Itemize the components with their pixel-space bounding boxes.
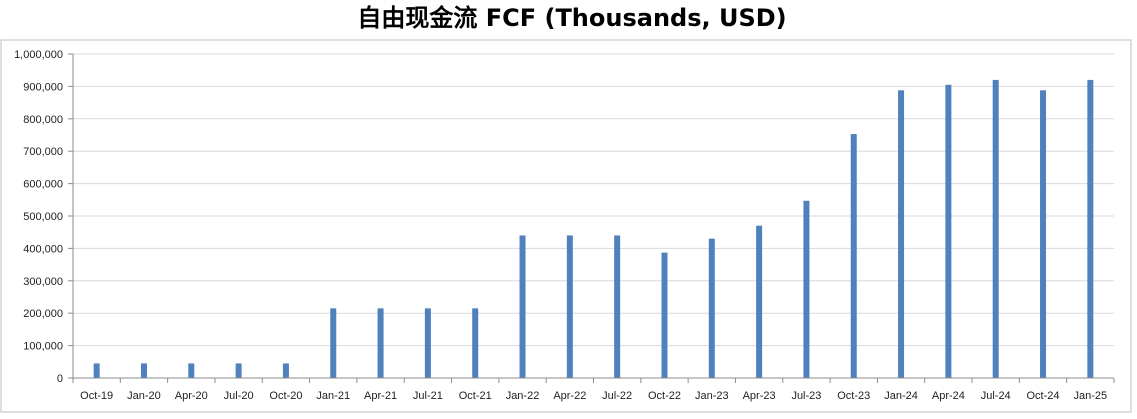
chart-title: 自由现金流 FCF (Thousands, USD) <box>357 4 786 32</box>
bar <box>1087 79 1094 379</box>
bar <box>1040 90 1047 379</box>
bar <box>945 84 952 378</box>
bar <box>756 225 763 378</box>
y-tick-label: 100,000 <box>23 341 63 353</box>
bar <box>282 363 289 378</box>
bar <box>661 252 668 378</box>
bar <box>898 90 905 379</box>
x-tick-label: Oct-20 <box>269 390 302 402</box>
x-tick-label: Jan-20 <box>127 390 161 402</box>
x-tick-label: Apr-24 <box>932 390 965 402</box>
bar <box>188 363 195 378</box>
bar <box>708 238 715 378</box>
bar <box>992 79 999 379</box>
bar <box>519 235 526 378</box>
axes <box>68 53 1115 383</box>
x-tick-label: Jan-25 <box>1074 390 1108 402</box>
x-tick-label: Jul-22 <box>602 390 632 402</box>
x-tick-label: Oct-21 <box>459 390 492 402</box>
bar <box>850 134 857 378</box>
bars <box>93 79 1094 379</box>
x-tick-label: Oct-22 <box>648 390 681 402</box>
x-tick-label: Jul-20 <box>224 390 254 402</box>
bar <box>377 308 384 378</box>
bar <box>614 235 621 378</box>
y-tick-label: 800,000 <box>23 114 63 126</box>
bar <box>566 235 573 378</box>
x-tick-label: Jan-22 <box>506 390 540 402</box>
bar <box>472 308 479 378</box>
x-tick-label: Oct-24 <box>1027 390 1060 402</box>
y-tick-label: 600,000 <box>23 179 63 191</box>
y-tick-label: 1,000,000 <box>14 49 63 61</box>
y-tick-label: 700,000 <box>23 146 63 158</box>
y-tick-label: 0 <box>57 373 63 385</box>
y-tick-label: 300,000 <box>23 276 63 288</box>
x-tick-label: Apr-21 <box>364 390 397 402</box>
bar <box>235 363 242 378</box>
y-tick-label: 400,000 <box>23 243 63 255</box>
x-tick-label: Jan-21 <box>316 390 350 402</box>
y-tick-label: 900,000 <box>23 81 63 93</box>
bar <box>93 363 100 378</box>
x-tick-label: Apr-23 <box>743 390 776 402</box>
x-tick-labels: Oct-19 Jan-20 Apr-20 Jul-20 Oct-20 Jan-21 Apr-… <box>80 390 1107 402</box>
y-tick-label: 200,000 <box>23 308 63 320</box>
plot-area-frame <box>0 39 1132 413</box>
bar <box>803 200 810 378</box>
x-tick-label: Jul-24 <box>981 390 1011 402</box>
y-tick-labels: 0 100,000 200,000 300,000 400,000 500,000 600,… <box>14 49 63 385</box>
bar <box>424 308 431 378</box>
y-tick-label: 500,000 <box>23 211 63 223</box>
bar <box>140 363 147 378</box>
x-tick-label: Jul-23 <box>791 390 821 402</box>
bar <box>330 308 337 378</box>
gridlines <box>73 53 1114 347</box>
x-tick-label: Oct-19 <box>80 390 113 402</box>
x-tick-label: Jan-23 <box>695 390 729 402</box>
x-tick-label: Oct-23 <box>837 390 870 402</box>
x-tick-label: Jul-21 <box>413 390 443 402</box>
x-tick-label: Apr-22 <box>553 390 586 402</box>
x-tick-label: Apr-20 <box>175 390 208 402</box>
x-tick-label: Jan-24 <box>884 390 918 402</box>
